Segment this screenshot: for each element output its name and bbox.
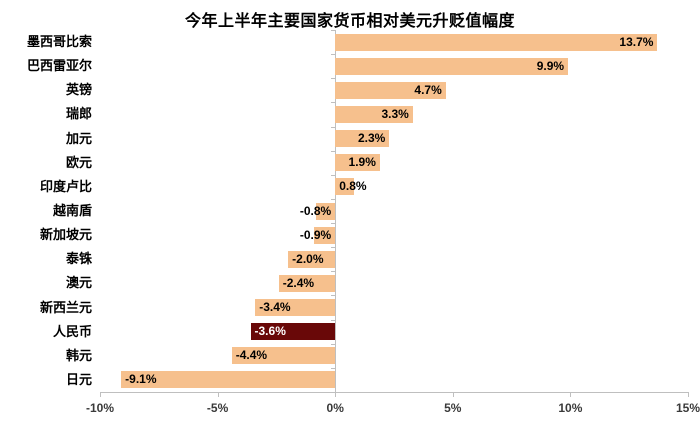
x-axis-tick [100,392,101,397]
x-axis-tick [688,392,689,397]
bar [335,57,569,75]
category-tick [331,247,336,249]
bar [335,81,446,99]
bar [335,154,380,172]
category-tick [331,343,336,345]
x-tick-label: 15% [675,401,700,415]
bar-value-label: 0.8% [339,179,367,194]
bar-value-label: 2.3% [357,131,386,146]
category-label: 加元 [65,130,92,146]
category-tick [331,367,336,369]
x-axis-tick [570,392,572,397]
x-axis-tick [335,392,337,397]
category-tick [331,223,336,225]
bar-value-label: -3.6% [254,324,286,339]
category-label: 越南盾 [52,203,92,218]
category-label: 墨西哥比索 [26,34,92,50]
category-label: 印度卢比 [39,178,92,194]
x-axis-line [100,392,689,393]
category-label: 人民币 [52,323,92,339]
bar-value-label: -9.1% [125,372,157,387]
bar [335,178,354,196]
category-label: 巴西雷亚尔 [26,58,92,74]
category-tick [331,54,336,56]
bar [316,202,336,220]
bar-value-label: 1.9% [348,155,376,170]
category-tick [331,295,336,297]
category-label: 泰铢 [65,251,92,267]
category-tick [331,78,336,80]
bar-value-label: -3.4% [259,300,291,315]
x-tick-label: -5% [206,401,229,415]
zero-axis-line [335,30,337,396]
bar-value-label: 9.9% [536,58,565,73]
bar [335,105,413,123]
bar-value-label: -2.4% [282,275,315,290]
category-label: 瑞郎 [65,106,92,122]
category-label: 日元 [65,371,92,387]
category-tick [331,150,336,152]
bar-value-label: -0.9% [299,227,332,242]
category-label: 新西兰元 [39,299,92,315]
category-tick [331,102,336,104]
x-tick-label: -10% [85,401,114,415]
category-tick [331,198,336,200]
category-label: 欧元 [65,154,92,170]
category-tick [331,319,336,321]
category-tick [331,174,336,176]
bar-value-label: 4.7% [414,82,442,97]
bar [335,130,390,148]
chart-title: 今年上半年主要国家货币相对美元升贬值幅度 [184,13,515,30]
bar [255,299,336,317]
x-tick-label: 5% [444,401,462,415]
category-label: 新加坡元 [39,227,92,243]
category-label: 韩元 [65,347,92,363]
category-tick [331,271,336,273]
bar-value-label: 13.7% [619,34,654,49]
bar [278,274,336,292]
category-tick [331,126,336,128]
bar [231,347,336,365]
category-label: 澳元 [65,275,92,291]
bar-value-label: 3.3% [381,106,409,121]
x-tick-label: 10% [558,401,583,415]
x-axis-tick [452,392,454,397]
bar-value-label: -2.0% [292,251,324,266]
bar [335,33,658,51]
bar [288,250,336,268]
bar [121,371,336,389]
x-tick-label: 0% [326,401,344,415]
category-tick [331,30,336,31]
bar-value-label: -0.8% [299,203,332,218]
bar-value-label: -4.4% [235,348,268,363]
bar-highlight [250,323,336,341]
x-axis-tick [217,392,219,397]
category-label: 英镑 [65,82,92,98]
bar [314,226,336,244]
